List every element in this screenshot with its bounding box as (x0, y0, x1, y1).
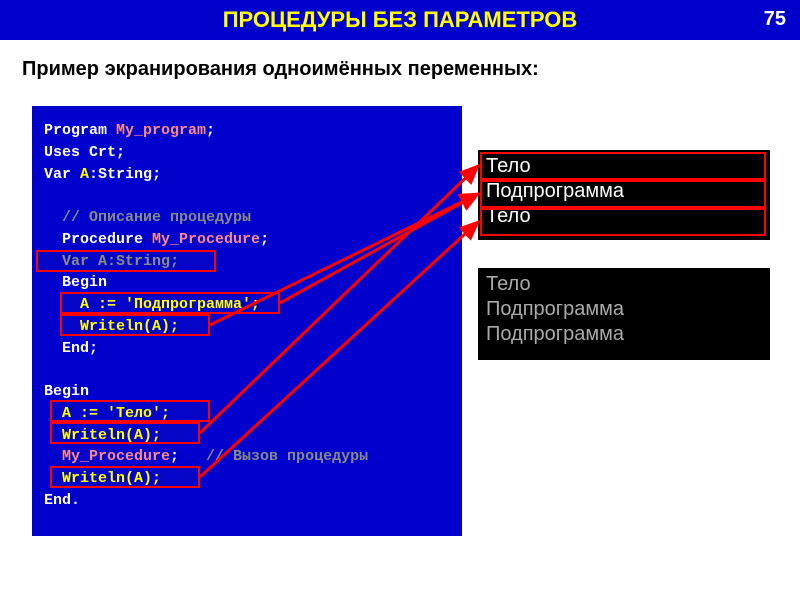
code-line: Program My_program; (44, 120, 450, 142)
code-line: Uses Crt; (44, 142, 450, 164)
code-line: End; (44, 338, 450, 360)
highlight-var (36, 250, 216, 272)
code-line: Procedure My_Procedure; (44, 229, 450, 251)
output-highlight-1 (480, 152, 766, 180)
code-line (44, 185, 450, 207)
code-line: My_Procedure; // Вызов процедуры (44, 446, 450, 468)
slide-title: ПРОЦЕДУРЫ БЕЗ ПАРАМЕТРОВ (223, 7, 578, 33)
code-comment: // Описание процедуры (44, 207, 450, 229)
code-line: Begin (44, 272, 450, 294)
highlight-writeln-b2 (50, 466, 200, 488)
output-row: Подпрограмма (486, 322, 762, 347)
output-wrong: Тело Подпрограмма Подпрограмма (478, 268, 770, 360)
highlight-assign-sub (60, 292, 280, 314)
output-highlight-2 (480, 180, 766, 208)
page-number: 75 (764, 8, 786, 31)
highlight-writeln-sub (60, 314, 210, 336)
code-line (44, 359, 450, 381)
slide-header: ПРОЦЕДУРЫ БЕЗ ПАРАМЕТРОВ 75 (0, 0, 800, 40)
highlight-writeln-b1 (50, 422, 200, 444)
output-row: Подпрограмма (486, 297, 762, 322)
code-line: End. (44, 490, 450, 512)
output-row: Тело (486, 272, 762, 297)
output-highlight-3 (480, 208, 766, 236)
highlight-assign-body (50, 400, 210, 422)
code-line: Var A:String; (44, 164, 450, 186)
subtitle: Пример экранирования одноимённых перемен… (22, 58, 800, 81)
